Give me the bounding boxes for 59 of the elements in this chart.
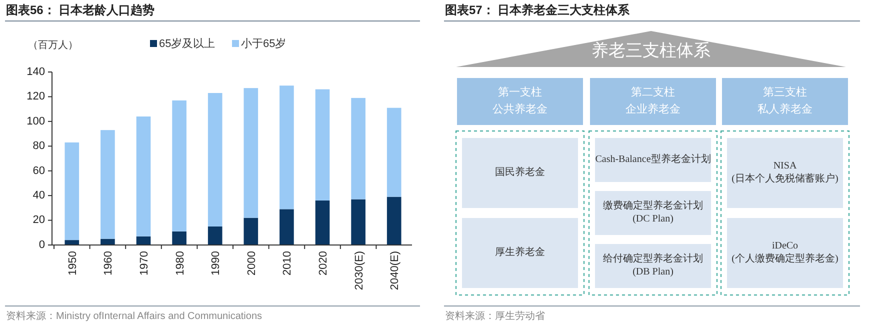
category-label: 第三支柱 (763, 86, 807, 99)
text: 资料来源：Ministry ofInternal Affairs and Communications (6, 310, 262, 322)
y-tick-label: 20 (32, 214, 45, 226)
x-tick-label: 2000 (246, 251, 258, 276)
y-tick-label: 40 (32, 189, 45, 202)
text: 养老三支柱体系 (592, 41, 710, 60)
y-tick-label: 140 (26, 66, 45, 78)
text: 公共养老金 (492, 102, 548, 116)
y-tick-label: 120 (26, 90, 45, 103)
bar (280, 209, 294, 245)
bar (208, 93, 222, 226)
x-tick-label: 1980 (174, 251, 186, 276)
category-label: 第一支柱 (498, 86, 542, 99)
y-tick-label: 60 (32, 164, 45, 177)
bar (315, 89, 330, 201)
bar (136, 236, 151, 245)
text: iDeCo (个人缴费确定型养老金) (732, 240, 838, 265)
text: Cash-Balance型养老金计划 (595, 153, 711, 166)
x-tick-label: 2030(E) (353, 251, 366, 290)
x-tick-label: 1990 (210, 251, 222, 276)
y-axis-title: （百万人） (28, 40, 78, 51)
text: 国民养老金 (495, 166, 545, 178)
bar (100, 238, 115, 245)
chart-title: 图表56： 日本老龄人口趋势 (6, 3, 155, 17)
legend-label: 小于65岁 (241, 36, 286, 50)
y-tick-label: 80 (32, 140, 45, 152)
legend-label: 65岁及以上 (159, 36, 216, 50)
bar (64, 142, 80, 240)
text: 厚生养老金 (495, 246, 545, 258)
category-label: 第二支柱 (631, 86, 675, 99)
bar (208, 226, 222, 245)
text: 缴费确定型养老金计划 (DC Plan) (603, 200, 703, 225)
y-tick-label: 0 (38, 238, 45, 251)
bar (100, 130, 115, 239)
bar (64, 240, 80, 245)
text: 图表57： 日本养老金三大支柱体系 (445, 3, 631, 17)
text: 资料来源：厚生劳动省 (445, 310, 545, 322)
bar (315, 200, 330, 245)
x-tick-label: 2010 (282, 251, 294, 276)
x-tick-label: 2020 (318, 251, 330, 276)
bar (386, 196, 402, 245)
x-tick-label: 1950 (66, 251, 79, 276)
text: NISA (日本个人免税储蓄账户) (732, 160, 838, 185)
bar (351, 98, 366, 200)
text: 给付确定型养老金计划 (DB Plan) (603, 252, 703, 278)
text: 私人养老金 (758, 102, 812, 116)
x-tick-label: 2040(E) (389, 251, 402, 290)
bar (386, 108, 402, 197)
x-tick-label: 1960 (102, 251, 115, 276)
text: 企业养老金 (626, 102, 680, 116)
bar (244, 218, 258, 245)
bar (280, 86, 294, 210)
x-tick-label: 1970 (138, 251, 150, 276)
y-tick-label: 100 (26, 115, 45, 128)
bar (172, 100, 186, 232)
bar (136, 116, 151, 236)
bar (351, 199, 366, 245)
bar (244, 88, 258, 218)
bar (172, 231, 186, 245)
